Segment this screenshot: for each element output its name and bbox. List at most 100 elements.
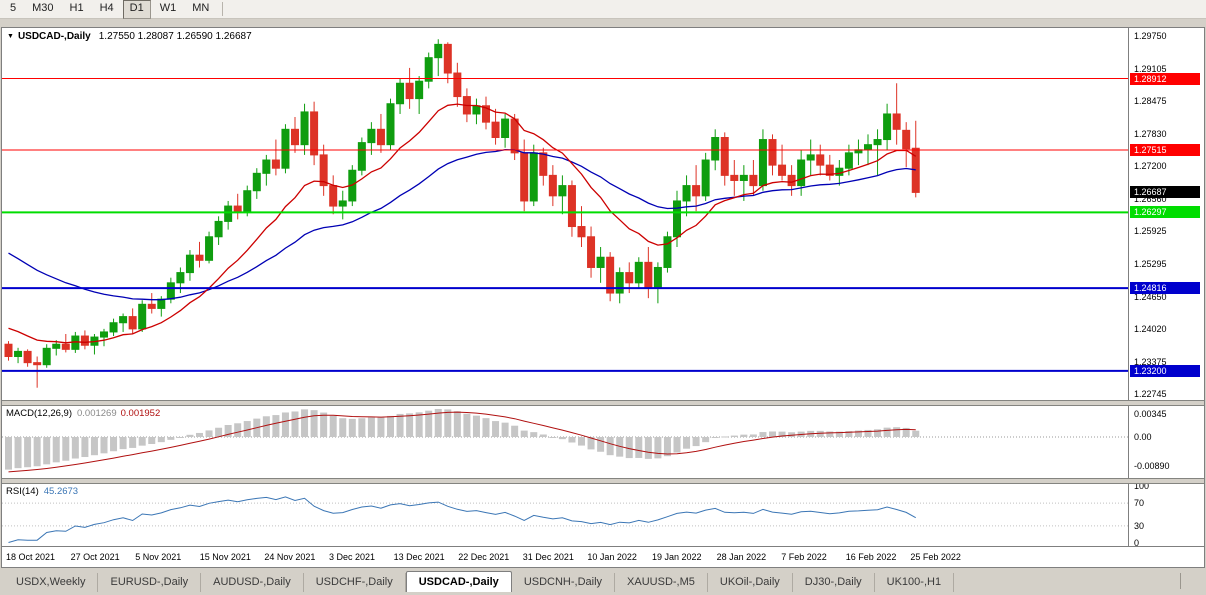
candle	[787, 165, 796, 196]
macd-histogram-bar	[387, 415, 394, 437]
candle	[281, 124, 290, 174]
macd-histogram-bar	[14, 437, 22, 469]
macd-histogram-bar	[71, 437, 79, 459]
macd-signal-line	[8, 411, 916, 473]
candle	[443, 42, 452, 84]
price-axis[interactable]: 1.29750 1.29105 1.28475 1.27830 1.27200 1.265…	[1128, 28, 1204, 548]
timeframe-button-h4[interactable]: H4	[99, 1, 114, 14]
timeframe-button-mn[interactable]: MN	[192, 1, 210, 14]
candle	[682, 175, 691, 217]
macd-histogram-bar	[749, 434, 757, 437]
price-axis-label: 1.27830	[1134, 128, 1167, 139]
time-axis[interactable]: 18 Oct 2021 27 Oct 2021 5 Nov 2021 15 Nov 2…	[2, 548, 1204, 567]
macd-indicator-chart[interactable]	[2, 406, 1128, 478]
panel-splitter-macd[interactable]	[2, 400, 1204, 406]
candlestick-chart[interactable]	[2, 28, 1128, 400]
macd-histogram-bar	[721, 436, 729, 438]
chart-ohlc-values: 1.27550 1.28087 1.26590 1.26687	[98, 31, 252, 42]
candle	[214, 216, 223, 245]
chart-tab-audusd[interactable]: AUDUSD-,Daily	[201, 573, 304, 592]
date-axis-label: 24 Nov 2021	[264, 552, 316, 562]
macd-histogram-bar	[463, 413, 471, 437]
macd-histogram-bar	[90, 437, 98, 456]
price-axis-label: 1.26560	[1134, 193, 1167, 204]
macd-histogram-bar	[902, 427, 910, 437]
macd-histogram-bar	[759, 432, 767, 437]
date-axis-label: 27 Oct 2021	[70, 552, 120, 562]
candle	[138, 300, 147, 332]
candle	[768, 134, 777, 176]
candle	[558, 175, 567, 215]
candle	[4, 341, 13, 361]
candle	[482, 96, 490, 130]
candle	[692, 165, 701, 212]
main-chart-panel[interactable]: ▼ USDCAD-,Daily 1.27550 1.28087 1.26590 1.…	[2, 28, 1128, 400]
chart-tab-usdchf[interactable]: USDCHF-,Daily	[304, 573, 406, 592]
chart-tab-usdx[interactable]: USDX,Weekly	[4, 573, 99, 592]
chart-tab-usdcad[interactable]: USDCAD-,Daily	[405, 571, 512, 592]
macd-histogram-bar	[52, 437, 60, 463]
chart-tab-uk100[interactable]: UK100-,H1	[875, 573, 955, 592]
macd-histogram-bar	[301, 409, 309, 437]
macd-histogram-bar	[778, 431, 786, 437]
macd-histogram-bar	[606, 437, 614, 456]
panel-splitter-rsi[interactable]	[2, 478, 1204, 484]
price-axis-label: 1.24650	[1134, 291, 1167, 302]
candle	[338, 190, 347, 220]
macd-axis-label: -0.00890	[1134, 461, 1170, 471]
rsi-name: RSI(14)	[6, 486, 39, 497]
rsi-line	[8, 496, 916, 543]
timeframe-button-d1[interactable]: D1	[122, 0, 151, 19]
date-axis-label: 25 Feb 2022	[910, 552, 961, 562]
candle	[367, 122, 376, 155]
timeframe-button-w1[interactable]: W1	[159, 1, 177, 14]
macd-histogram-bar	[769, 431, 776, 437]
candle	[291, 117, 299, 153]
macd-histogram-bar	[415, 412, 423, 437]
level-price-tag: 1.26297	[1130, 206, 1200, 219]
chart-tab-eurusd[interactable]: EURUSD-,Daily	[98, 573, 202, 592]
chart-title: ▼ USDCAD-,Daily 1.27550 1.28087 1.26590 1.…	[7, 31, 252, 42]
macd-histogram-bar	[711, 437, 719, 438]
macd-histogram-bar	[482, 418, 490, 437]
timeframe-button-5[interactable]: 5	[10, 1, 17, 14]
date-axis-label: 7 Feb 2022	[781, 552, 827, 562]
candle	[567, 180, 576, 237]
macd-histogram-bar	[272, 415, 280, 437]
macd-histogram-bar	[616, 437, 624, 457]
chart-tabs-bar: USDX,Weekly EURUSD-,Daily AUDUSD-,Daily USD…	[0, 570, 1206, 592]
candle	[587, 226, 596, 278]
candle	[883, 103, 892, 150]
axis-divider	[2, 546, 1204, 547]
chart-tab-ukoil[interactable]: UKOil-,Daily	[708, 573, 793, 592]
candle	[606, 252, 615, 302]
candle	[653, 262, 662, 304]
candle	[501, 113, 510, 148]
rsi-panel[interactable]: RSI(14) 45.2673	[2, 484, 1128, 546]
macd-histogram-bar	[472, 415, 480, 437]
date-axis-label: 5 Nov 2021	[135, 552, 182, 562]
rsi-axis-label: 100	[1134, 481, 1150, 491]
rsi-indicator-chart[interactable]	[2, 484, 1128, 546]
macd-histogram-bar	[893, 427, 901, 437]
chart-tab-dj30[interactable]: DJ30-,Daily	[793, 573, 875, 592]
macd-histogram-bar	[81, 437, 89, 458]
candle	[758, 129, 767, 191]
toolbar-separator	[222, 2, 224, 16]
candle	[376, 113, 385, 153]
macd-histogram-bar	[453, 411, 461, 437]
date-axis-label: 16 Feb 2022	[845, 552, 897, 562]
macd-histogram-bar	[310, 410, 318, 437]
chart-menu-icon[interactable]: ▼	[7, 33, 14, 40]
macd-panel[interactable]: MACD(12,26,9) 0.001269 0.001952	[2, 406, 1128, 478]
chart-tab-xauusd[interactable]: XAUUSD-,M5	[615, 573, 708, 592]
macd-histogram-bar	[186, 434, 194, 437]
timeframe-button-h1[interactable]: H1	[69, 1, 84, 14]
timeframe-button-m30[interactable]: M30	[32, 1, 54, 14]
candle	[434, 39, 443, 77]
candle	[892, 83, 901, 145]
macd-histogram-bar	[110, 437, 118, 452]
macd-histogram-bar	[644, 437, 652, 459]
macd-histogram-bar	[33, 437, 41, 467]
chart-tab-usdcnh[interactable]: USDCNH-,Daily	[512, 573, 616, 592]
